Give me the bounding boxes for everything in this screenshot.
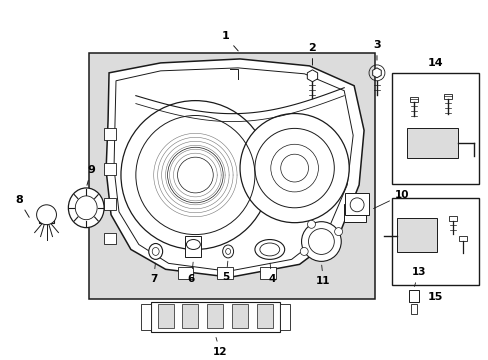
Ellipse shape <box>186 239 200 249</box>
Ellipse shape <box>148 243 163 260</box>
Text: 14: 14 <box>427 58 443 68</box>
Bar <box>444 94 451 99</box>
Circle shape <box>240 113 348 223</box>
Bar <box>157 304 173 328</box>
Circle shape <box>334 228 342 235</box>
Bar <box>458 235 467 240</box>
Text: 9: 9 <box>87 165 95 185</box>
Circle shape <box>300 247 307 255</box>
Circle shape <box>307 220 315 228</box>
Bar <box>345 193 368 215</box>
Text: 1: 1 <box>221 31 238 51</box>
Bar <box>177 267 193 279</box>
Polygon shape <box>306 70 317 82</box>
Text: 10: 10 <box>373 190 408 208</box>
Ellipse shape <box>254 239 284 260</box>
Bar <box>185 235 201 257</box>
Ellipse shape <box>222 245 233 258</box>
Bar <box>391 73 478 184</box>
Bar <box>408 290 418 302</box>
Bar <box>104 163 116 175</box>
Polygon shape <box>372 68 381 78</box>
Bar <box>104 129 116 140</box>
Bar <box>207 304 223 328</box>
Bar <box>256 304 272 328</box>
Text: 15: 15 <box>427 292 442 302</box>
Circle shape <box>37 205 56 225</box>
Bar <box>344 204 366 222</box>
Bar <box>104 198 116 210</box>
Bar <box>396 218 436 252</box>
Bar <box>141 304 150 330</box>
Bar <box>232 304 247 328</box>
Bar <box>448 216 456 221</box>
Bar <box>391 198 478 285</box>
Bar <box>89 53 374 299</box>
Bar <box>410 304 416 314</box>
Bar <box>104 233 116 244</box>
Text: 7: 7 <box>150 263 157 284</box>
Circle shape <box>301 222 341 261</box>
Bar <box>279 304 289 330</box>
Text: 2: 2 <box>308 43 316 65</box>
Bar <box>217 267 233 279</box>
Circle shape <box>121 100 269 249</box>
Bar <box>259 267 275 279</box>
Text: 5: 5 <box>222 261 229 282</box>
Polygon shape <box>106 59 364 277</box>
Text: 11: 11 <box>315 265 330 286</box>
Bar <box>39 209 54 223</box>
Ellipse shape <box>68 188 104 228</box>
Bar <box>406 129 457 158</box>
Text: 8: 8 <box>15 195 29 217</box>
Text: 4: 4 <box>267 263 275 284</box>
Bar <box>150 302 279 332</box>
Bar <box>409 96 417 102</box>
Text: 13: 13 <box>410 267 425 287</box>
Text: 3: 3 <box>372 40 380 60</box>
Bar <box>182 304 198 328</box>
Text: 12: 12 <box>212 337 227 357</box>
Text: 6: 6 <box>187 262 195 284</box>
